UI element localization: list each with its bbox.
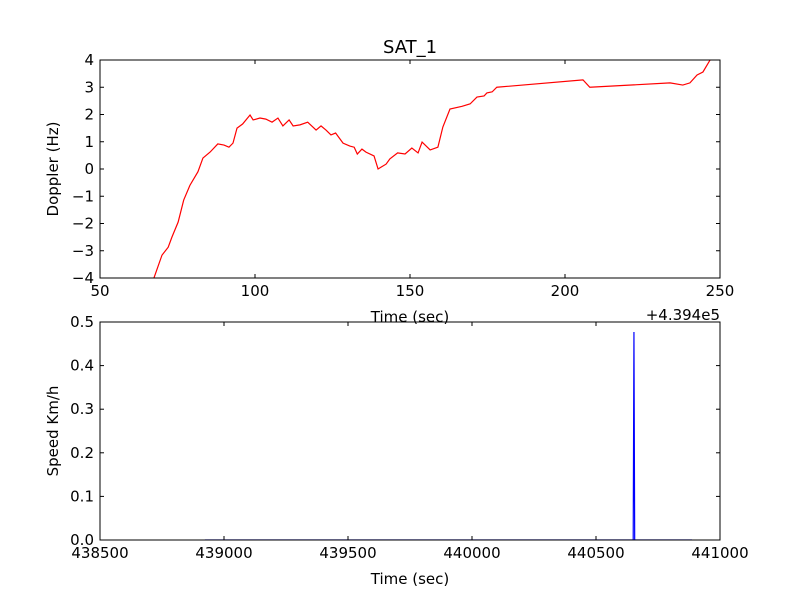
y-tick-label: −2 — [72, 215, 94, 233]
x-tick-label: 150 — [396, 282, 425, 300]
x-tick-label: 50 — [90, 282, 109, 300]
y-tick-label: 0.3 — [70, 400, 94, 418]
plot-frame — [99, 321, 721, 541]
y-tick-label: 2 — [84, 106, 94, 124]
x-axis-label: Time (sec) — [370, 570, 449, 588]
y-tick-label: 0.1 — [70, 487, 94, 505]
y-axis-label: Speed Km/h — [44, 386, 62, 477]
x-tick-label: 100 — [241, 282, 270, 300]
x-tick-label: 441000 — [691, 544, 748, 562]
data-line — [204, 332, 692, 540]
y-tick-label: 0 — [84, 160, 94, 178]
y-tick-label: 1 — [84, 133, 94, 151]
data-line — [153, 60, 711, 278]
chart-title: SAT_1 — [383, 37, 437, 58]
y-tick-label: 3 — [84, 78, 94, 96]
y-tick-label: 0.2 — [70, 444, 94, 462]
x-offset-label: +4.394e5 — [646, 306, 720, 324]
x-tick-label: 250 — [706, 282, 735, 300]
x-tick-label: 440000 — [443, 544, 500, 562]
y-tick-label: 0.4 — [70, 357, 94, 375]
x-tick-label: 200 — [551, 282, 580, 300]
x-tick-label: 439500 — [319, 544, 376, 562]
plot-frame — [99, 59, 721, 279]
y-tick-label: −3 — [72, 242, 94, 260]
y-tick-label: 0.0 — [70, 531, 94, 549]
x-tick-label: 438500 — [71, 544, 128, 562]
x-axis-label: Time (sec) — [370, 308, 449, 326]
y-tick-label: −4 — [72, 269, 94, 287]
x-tick-label: 439000 — [195, 544, 252, 562]
y-tick-label: 4 — [84, 51, 94, 69]
y-axis-label: Doppler (Hz) — [44, 122, 62, 217]
y-tick-label: −1 — [72, 187, 94, 205]
y-tick-label: 0.5 — [70, 313, 94, 331]
x-tick-label: 440500 — [567, 544, 624, 562]
